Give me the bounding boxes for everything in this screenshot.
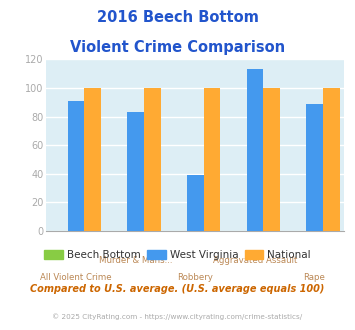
Bar: [144, 88, 161, 231]
Bar: [127, 112, 144, 231]
Bar: [204, 88, 220, 231]
Legend: Beech Bottom, West Virginia, National: Beech Bottom, West Virginia, National: [40, 246, 315, 264]
Text: All Violent Crime: All Violent Crime: [40, 273, 112, 282]
Bar: [84, 88, 101, 231]
Text: Compared to U.S. average. (U.S. average equals 100): Compared to U.S. average. (U.S. average …: [30, 284, 325, 294]
Bar: [67, 101, 84, 231]
Bar: [187, 175, 204, 231]
Bar: [323, 88, 340, 231]
Bar: [263, 88, 280, 231]
Text: Murder & Mans...: Murder & Mans...: [99, 256, 173, 265]
Text: Rape: Rape: [304, 273, 326, 282]
Bar: [246, 69, 263, 231]
Text: Aggravated Assault: Aggravated Assault: [213, 256, 297, 265]
Text: 2016 Beech Bottom: 2016 Beech Bottom: [97, 10, 258, 25]
Text: Violent Crime Comparison: Violent Crime Comparison: [70, 40, 285, 54]
Text: Robbery: Robbery: [177, 273, 213, 282]
Bar: [306, 104, 323, 231]
Text: © 2025 CityRating.com - https://www.cityrating.com/crime-statistics/: © 2025 CityRating.com - https://www.city…: [53, 314, 302, 320]
